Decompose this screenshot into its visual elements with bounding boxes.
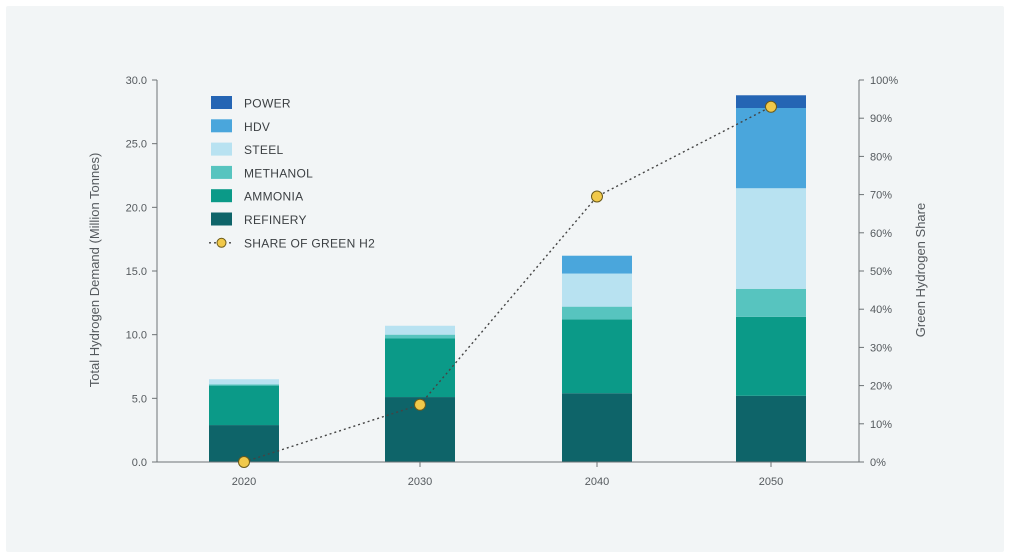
green-share-line-layer: [238, 100, 777, 468]
bar-segment-steel-2020: [209, 379, 279, 385]
y-tick-left-label: 0.0: [132, 457, 147, 469]
axes-layer: 0.0 5.0 10.0 15.0 20.0 25.0 30.0 0% 10% 20% 30% 40%…: [126, 75, 899, 488]
green-share-point-2030: [414, 398, 426, 411]
bar-segment-methanol-2040: [562, 306, 632, 320]
x-tick-label: 2050: [759, 476, 783, 488]
bar-segment-refinery-2020: [209, 425, 279, 462]
bar-segment-methanol-2030: [385, 334, 455, 339]
legend-label-2: STEEL: [244, 143, 284, 157]
y-tick-left-label: 15.0: [126, 266, 147, 278]
y-axis-title-left: Total Hydrogen Demand (Million Tonnes): [87, 153, 102, 388]
bar-segment-steel-2040: [562, 273, 632, 307]
y-tick-right-label: 60%: [870, 228, 892, 240]
legend-swatch-ammonia: [211, 189, 232, 203]
legend-swatch-refinery: [211, 212, 232, 226]
x-tick-label: 2020: [232, 476, 256, 488]
bar-segment-hdv-2040: [562, 255, 632, 274]
y-tick-left-label: 30.0: [126, 75, 147, 87]
legend-swatch-power: [211, 96, 232, 109]
legend-label-5: REFINERY: [244, 213, 307, 227]
bar-segment-ammonia-2050: [736, 316, 806, 396]
legend-label-3: METHANOL: [244, 166, 313, 180]
green-share-point-2040: [591, 190, 603, 203]
y-tick-right-label: 30%: [870, 342, 892, 354]
legend-swatch-steel: [211, 142, 232, 156]
bar-segment-refinery-2040: [562, 393, 632, 462]
bar-segment-refinery-2050: [736, 395, 806, 462]
bars-layer: [209, 95, 806, 462]
y-tick-left-label: 20.0: [126, 202, 147, 214]
bar-segment-hdv-2050: [736, 108, 806, 189]
y-tick-right-label: 40%: [870, 304, 892, 316]
y-tick-right-label: 0%: [870, 457, 886, 469]
bar-segment-steel-2050: [736, 188, 806, 289]
bar-segment-ammonia-2040: [562, 319, 632, 394]
legend-label-4: AMMONIA: [244, 190, 303, 204]
x-tick-label: 2040: [585, 476, 609, 488]
y-tick-right-label: 20%: [870, 381, 892, 393]
green-share-point-2050: [765, 100, 777, 113]
y-tick-left-label: 10.0: [126, 330, 147, 342]
green-share-line: [243, 106, 772, 463]
legend-label-6: SHARE OF GREEN H2: [244, 236, 375, 250]
y-axis-title-right: Green Hydrogen Share: [913, 203, 928, 337]
y-tick-right-label: 100%: [870, 75, 898, 87]
legend-swatch-hdv: [211, 119, 232, 133]
y-tick-right-label: 80%: [870, 151, 892, 163]
y-tick-right-label: 10%: [870, 419, 892, 431]
y-tick-left-label: 25.0: [126, 139, 147, 151]
bar-segment-ammonia-2030: [385, 338, 455, 398]
legend-swatch-methanol: [211, 165, 232, 179]
green-share-point-2020: [238, 456, 250, 468]
bar-segment-ammonia-2020: [209, 385, 279, 426]
y-tick-right-label: 90%: [870, 113, 892, 125]
legend-label-1: HDV: [244, 120, 270, 134]
legend-label-0: POWER: [244, 97, 291, 111]
y-tick-right-label: 70%: [870, 190, 892, 202]
y-tick-right-label: 50%: [870, 266, 892, 278]
y-tick-left-label: 5.0: [132, 393, 147, 405]
bar-segment-methanol-2020: [209, 384, 279, 386]
legend: POWER HDV STEEL METHANOL AMMONIA REFINERY SHAR…: [209, 96, 375, 250]
x-tick-label: 2030: [408, 476, 432, 488]
chart-panel: [6, 6, 1004, 552]
bar-segment-methanol-2050: [736, 288, 806, 317]
legend-marker-swatch: [216, 237, 227, 248]
bar-segment-steel-2030: [385, 325, 455, 335]
